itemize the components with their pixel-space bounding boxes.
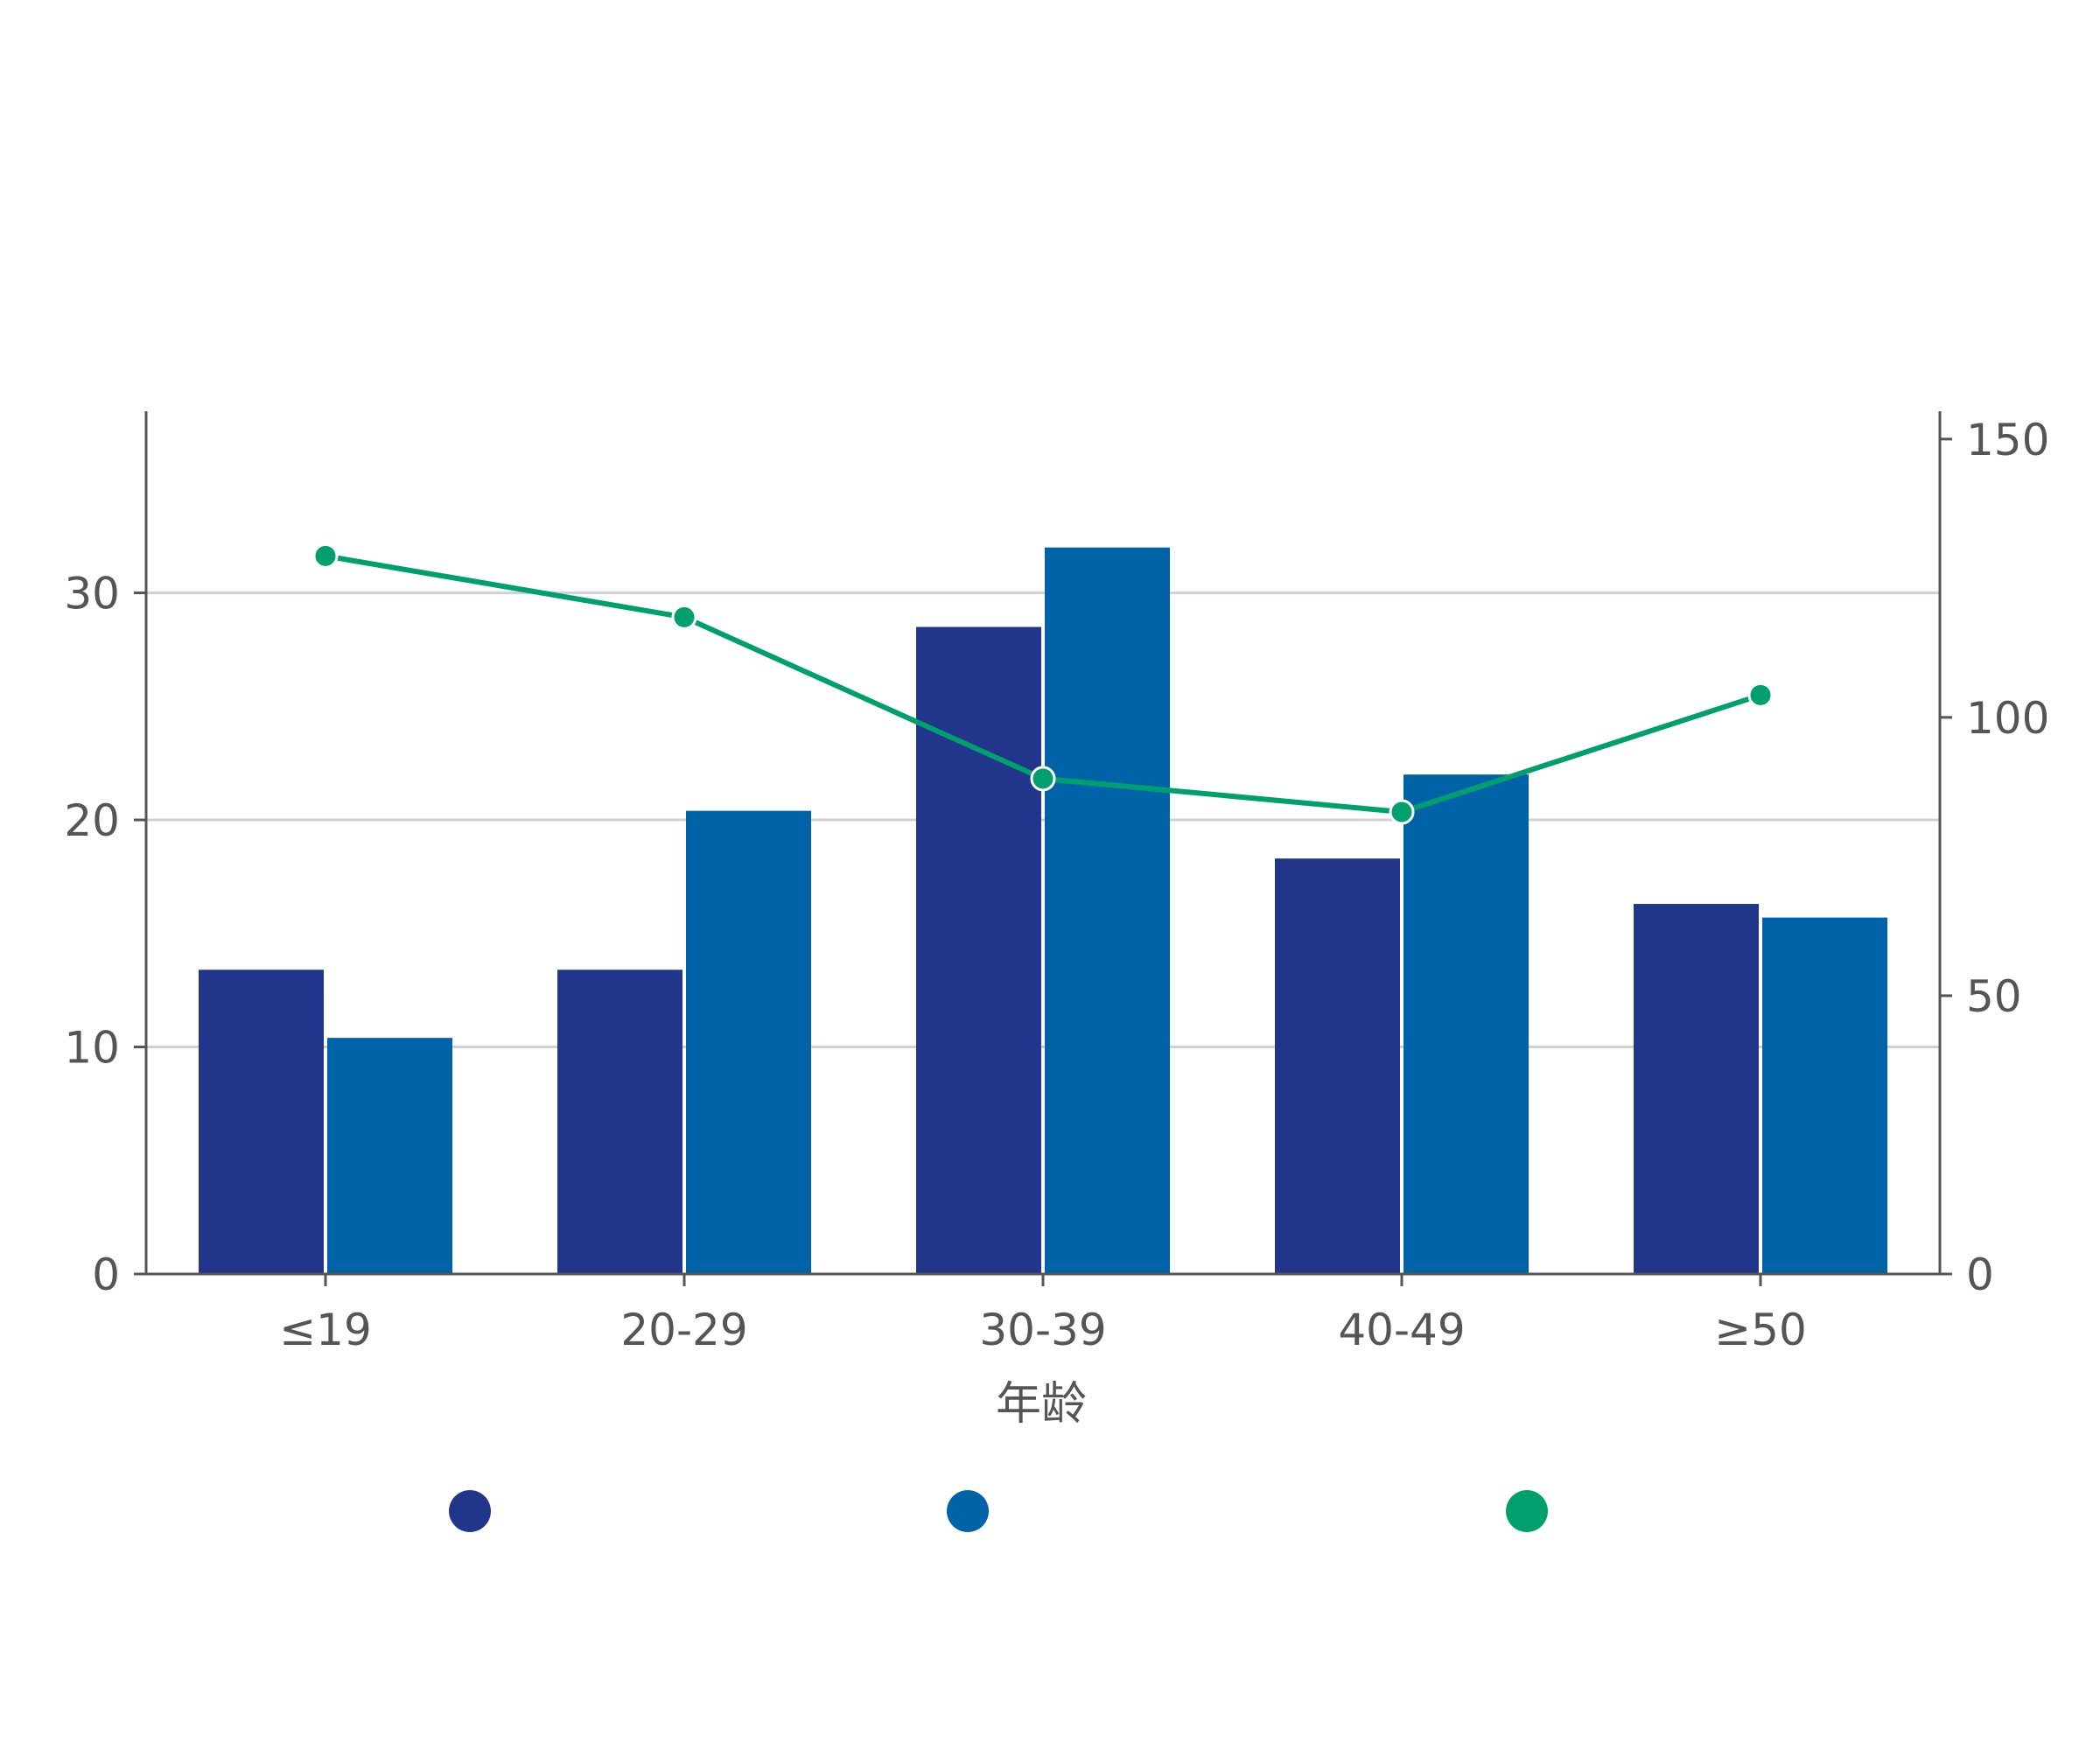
line-point-2 [671, 604, 697, 630]
axes [134, 411, 1952, 1286]
legend-marker-3 [1506, 1490, 1548, 1532]
bar-2-4 [1404, 774, 1529, 1274]
line-point-3 [1030, 766, 1056, 792]
legend [449, 1490, 1548, 1532]
bar-1-5 [1634, 904, 1759, 1274]
left-tick-label: 0 [92, 1250, 120, 1300]
right-tick-label: 150 [1966, 415, 2049, 466]
left-tick-label: 30 [64, 569, 120, 620]
x-tick-label: ≥50 [1714, 1305, 1807, 1355]
line-point-1 [312, 542, 339, 569]
x-tick-label: 30-39 [979, 1305, 1106, 1355]
left-tick-label: 20 [64, 795, 120, 846]
right-tick-label: 100 [1966, 693, 2049, 744]
x-tick-label: 40-49 [1338, 1305, 1465, 1355]
line-point-5 [1747, 682, 1774, 708]
bar-2-1 [327, 1038, 452, 1274]
x-tick-label: ≤19 [279, 1305, 372, 1355]
bar-2-2 [686, 810, 811, 1274]
legend-marker-2 [947, 1490, 989, 1532]
legend-marker-1 [449, 1490, 491, 1532]
line-series [312, 542, 1774, 825]
bar-1-4 [1275, 858, 1400, 1274]
bar-series [199, 547, 1887, 1274]
bar-1-2 [557, 970, 682, 1274]
bar-2-5 [1762, 917, 1887, 1274]
x-tick-label: 20-29 [620, 1305, 747, 1355]
x-axis-title: 年龄 [996, 1378, 1087, 1431]
left-tick-label: 10 [64, 1023, 120, 1074]
bar-1-1 [199, 970, 324, 1274]
tick-labels: 0 10 20 30 0 50 100 150 ≤19 20-29 30-39 40-49 ≥50 [64, 415, 2049, 1355]
bar-1-3 [916, 626, 1041, 1274]
right-tick-label: 50 [1966, 971, 2022, 1022]
bar-2-3 [1045, 547, 1170, 1274]
right-tick-label: 0 [1966, 1250, 1994, 1300]
line-point-4 [1389, 799, 1415, 825]
